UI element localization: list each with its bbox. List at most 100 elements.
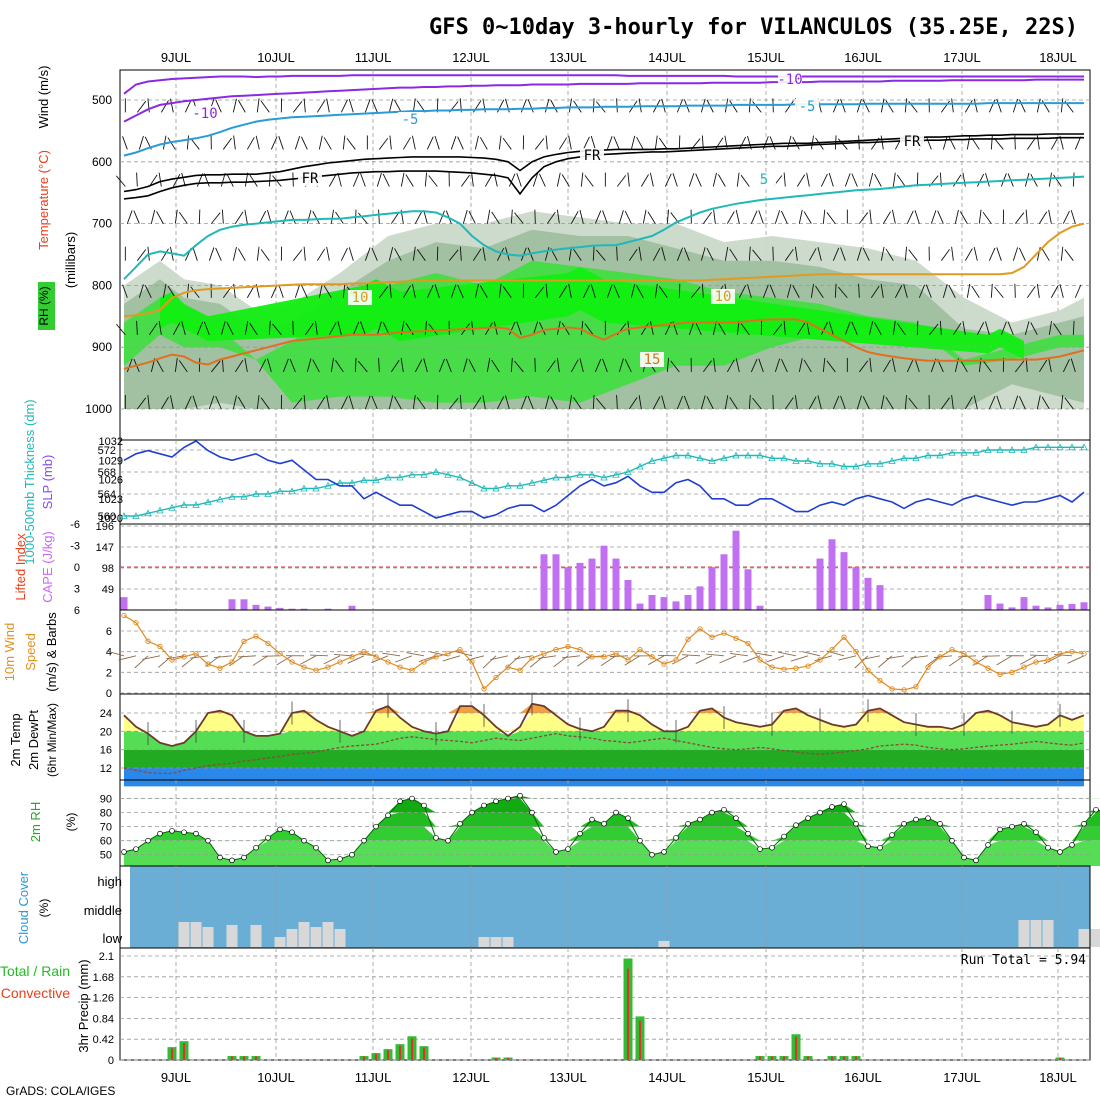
wind-barb xyxy=(138,135,144,150)
wind-barb xyxy=(244,172,249,187)
wind-barb xyxy=(378,209,380,224)
thickness-point xyxy=(600,473,608,481)
wind-barb xyxy=(371,247,378,261)
surface-wind-barb xyxy=(1019,655,1037,665)
wind-barb xyxy=(903,284,908,298)
wind-barb xyxy=(939,320,942,335)
wind-barb xyxy=(666,209,670,224)
thickness-point xyxy=(684,451,692,459)
surface-wind-barb xyxy=(719,655,737,664)
cape-tick-label: 196 xyxy=(96,521,114,533)
wind-barb xyxy=(244,358,248,372)
precip-tick-label: 1.68 xyxy=(93,972,114,984)
wind-barb xyxy=(580,172,584,187)
low-cloud-bar xyxy=(658,941,670,947)
rh-point xyxy=(265,835,271,841)
wind-barb xyxy=(400,172,405,187)
wind-barb xyxy=(882,211,891,224)
panel-label-temperature: Temperature (°C) xyxy=(36,150,51,250)
wind-barb xyxy=(985,321,990,335)
wind-barb xyxy=(582,284,590,298)
day-label-top: 17JUL xyxy=(943,50,981,65)
wind-barb xyxy=(892,172,896,187)
thickness-point xyxy=(744,451,752,459)
wind-barb xyxy=(303,98,306,113)
wind-barb xyxy=(806,321,810,335)
wind-barb xyxy=(1070,358,1076,373)
precip-convective-bar xyxy=(231,1056,233,1060)
wind-barb xyxy=(438,358,445,373)
wind-barb xyxy=(148,322,158,336)
wind-barb xyxy=(1030,322,1038,336)
rh-point xyxy=(457,821,463,827)
wind-barb xyxy=(1074,284,1082,298)
wind-barb xyxy=(796,322,806,336)
wind-barb xyxy=(636,136,644,150)
day-label-top: 12JUL xyxy=(452,50,490,65)
wind-speed-point xyxy=(361,649,367,655)
wind-barb xyxy=(306,358,312,373)
wind-barb xyxy=(546,211,556,224)
wind-speed-point xyxy=(505,664,511,670)
wind-barb xyxy=(226,173,234,187)
cloud-level-middle: middle xyxy=(84,903,122,918)
thickness-tick-label: 560 xyxy=(98,511,116,523)
cape-bar xyxy=(840,552,848,610)
wind-barb xyxy=(272,323,282,336)
wind-barb xyxy=(337,172,342,187)
wind-barb xyxy=(748,395,751,410)
wind-barb xyxy=(928,323,939,336)
wind-barb xyxy=(690,286,701,299)
wind-barb xyxy=(270,284,278,298)
wind-barb xyxy=(1064,397,1074,410)
wind-speed-point xyxy=(901,687,907,693)
wind-barb xyxy=(590,135,596,150)
wind-speed-point xyxy=(877,677,883,684)
wind-speed-line xyxy=(123,614,1085,691)
rh-area-95 xyxy=(160,266,1024,360)
surface-wind-barb xyxy=(778,651,797,657)
wind-barb xyxy=(354,357,357,372)
rh-tick-label: 80 xyxy=(100,808,112,820)
thickness-point xyxy=(312,484,320,492)
rh-point xyxy=(325,857,331,864)
wind-barb xyxy=(527,99,534,113)
wind-barb xyxy=(556,357,560,372)
wind-barb xyxy=(457,284,464,298)
surface-wind-barb xyxy=(838,655,857,661)
wind-barb xyxy=(258,210,267,224)
wind-barb xyxy=(856,395,862,410)
precip-convective-bar xyxy=(627,968,629,1060)
wind-barb xyxy=(896,174,906,187)
contour-label: 10 xyxy=(715,289,732,305)
surface-wind-barb xyxy=(299,655,317,665)
wind-barb xyxy=(468,210,476,224)
wind-barb xyxy=(221,209,224,224)
cape-bar xyxy=(744,569,752,610)
wind-barb xyxy=(479,137,488,150)
wind-barb xyxy=(260,249,270,261)
wind-barb xyxy=(880,283,884,298)
cape-bar xyxy=(1056,604,1064,610)
wind-barb xyxy=(1030,173,1038,187)
wind-barb xyxy=(508,173,516,187)
wind-speed-point xyxy=(145,638,151,644)
wind-barb xyxy=(352,173,360,187)
wind-speed-point xyxy=(553,646,559,653)
rh-point xyxy=(241,854,247,861)
surface-wind-barb xyxy=(682,654,701,657)
rh-point xyxy=(253,844,259,851)
surface-wind-barb xyxy=(394,655,413,663)
wind-barb xyxy=(520,395,527,410)
wind-barb xyxy=(906,210,914,224)
rh-point xyxy=(541,835,547,841)
wind-speed-point xyxy=(265,640,271,647)
temp-tick-label: 20 xyxy=(100,726,112,738)
thickness-point xyxy=(708,457,716,464)
wind-barb xyxy=(278,284,284,298)
contour-label-bg xyxy=(580,148,604,163)
wind-barb xyxy=(382,173,390,187)
precip-convective-bar xyxy=(843,1056,845,1060)
thickness-point xyxy=(1008,446,1016,453)
wind-barb xyxy=(844,173,851,187)
